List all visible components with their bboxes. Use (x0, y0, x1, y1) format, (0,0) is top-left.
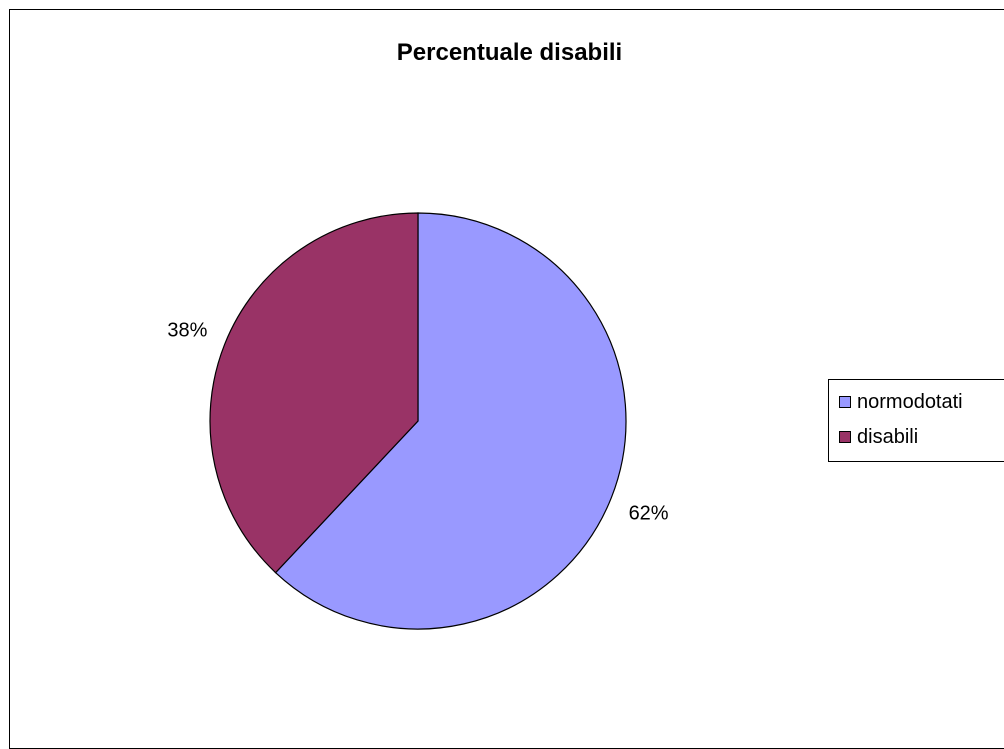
legend: normodotati disabili (828, 379, 1004, 462)
pie-slices (209, 212, 627, 630)
legend-label-disabili: disabili (857, 425, 919, 448)
legend-swatch-normodotati (839, 396, 851, 408)
pie-slice-disabili (209, 212, 419, 574)
legend-item-normodotati: normodotati (839, 390, 963, 414)
slice-label-disabili: 38% (167, 320, 207, 342)
slice-label-normodotati: 62% (629, 502, 669, 524)
legend-item-disabili: disabili (839, 425, 918, 449)
legend-swatch-disabili (839, 431, 851, 443)
slice-labels: 62% 38% (167, 320, 668, 525)
chart-title: Percentuale disabili (396, 39, 623, 66)
legend-label-normodotati: normodotati (857, 390, 963, 413)
pie-slice-normodotati (274, 212, 627, 630)
